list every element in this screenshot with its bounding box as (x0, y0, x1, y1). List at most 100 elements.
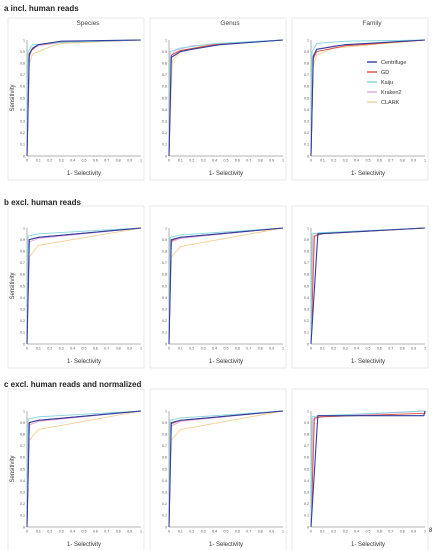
legend-item-kaiju: Kaiju (367, 80, 393, 86)
y-tick-label: 0.9 (162, 421, 167, 425)
x-tick-label: 0 (26, 159, 28, 163)
x-tick-label: 0.6 (93, 347, 98, 351)
x-tick-label: 0.9 (269, 159, 274, 163)
x-tick-label: 0.4 (212, 159, 217, 163)
y-tick-label: 0.1 (162, 143, 167, 147)
y-tick-label: 0 (307, 525, 309, 529)
y-tick-label: 0 (307, 342, 309, 346)
y-tick-label: 0.5 (20, 467, 25, 471)
y-tick-label: 0.4 (304, 479, 309, 483)
panel-frame (149, 388, 287, 550)
series-clark (26, 227, 142, 345)
x-tick-label: 0.8 (258, 159, 263, 163)
y-tick-label: 0.8 (20, 433, 25, 437)
y-tick-label: 0.2 (304, 131, 309, 135)
series-centrifuge (168, 39, 284, 157)
y-tick-label: 0.4 (20, 108, 25, 112)
series-clark (168, 227, 284, 345)
series-gd (310, 227, 426, 345)
x-tick-label: 0.5 (366, 159, 371, 163)
y-tick-label: 0.6 (162, 273, 167, 277)
panel-frame (291, 205, 429, 369)
x-tick-label: 1 (140, 530, 142, 534)
panel-frame (149, 205, 287, 369)
panel-3-3: 0 0.1 0.2 0.3 0.4 0.5 0.6 0.7 0.8 0.9 1 0 0.1 0.2 0.3 0… (291, 388, 429, 550)
y-tick-label: 1 (165, 409, 167, 413)
series-kaiju (310, 39, 426, 157)
series-kraken2 (310, 410, 426, 528)
y-tick-label: 0.1 (304, 514, 309, 518)
x-tick-label: 0 (310, 159, 312, 163)
y-tick-label: 0.1 (20, 514, 25, 518)
y-tick-label: 0.6 (304, 456, 309, 460)
series-gd (26, 39, 142, 157)
y-tick-label: 0.3 (162, 491, 167, 495)
y-tick-label: 0.7 (20, 444, 25, 448)
x-tick-label: 1 (140, 159, 142, 163)
x-tick-label: 0.6 (235, 530, 240, 534)
y-tick-label: 0.3 (304, 308, 309, 312)
y-tick-label: 0.3 (20, 308, 25, 312)
x-tick-label: 0.9 (127, 347, 132, 351)
x-tick-label: 0.5 (224, 159, 229, 163)
x-tick-label: 0.1 (36, 159, 41, 163)
y-tick-label: 0.4 (20, 479, 25, 483)
x-axis-title: 1- Selectivity (351, 359, 385, 365)
panel-1-2: Genus 0 0.1 0.2 0.3 0.4 0.5 0.6 0.7 0.8 0.9 1 0 0.1 0.… (149, 17, 287, 181)
x-tick-label: 0.8 (400, 159, 405, 163)
x-axis-title: 1- Selectivity (67, 359, 101, 365)
panel-3-1: 0 0.1 0.2 0.3 0.4 0.5 0.6 0.7 0.8 0.9 1 0 0.1 0.2 0.3 0… (7, 388, 145, 550)
x-tick-label: 0.2 (47, 347, 52, 351)
x-tick-label: 0.8 (116, 347, 121, 351)
x-tick-label: 0.5 (366, 530, 371, 534)
y-tick-label: 0.8 (20, 62, 25, 66)
series-kaiju (168, 227, 284, 345)
y-tick-label: 0.6 (20, 273, 25, 277)
x-tick-label: 0.6 (377, 159, 382, 163)
x-tick-label: 0.7 (246, 530, 251, 534)
panels-group: Species 0 0.1 0.2 0.3 0.4 0.5 0.6 0.7 0.8 0.9 1 0 0.1… (7, 17, 429, 550)
x-tick-label: 0.6 (93, 530, 98, 534)
x-tick-label: 0.6 (235, 347, 240, 351)
x-tick-label: 1 (424, 530, 426, 534)
y-tick-label: 0.4 (304, 108, 309, 112)
y-tick-label: 0.7 (162, 444, 167, 448)
x-tick-label: 0.2 (189, 159, 194, 163)
y-tick-label: 0.2 (20, 502, 25, 506)
x-tick-label: 0.9 (411, 530, 416, 534)
x-tick-label: 0.8 (116, 530, 121, 534)
y-tick-label: 0.8 (304, 433, 309, 437)
series-kaiju (168, 410, 284, 528)
series-clark (168, 39, 284, 157)
x-tick-label: 0.1 (320, 530, 325, 534)
legend-label: CLARK (381, 100, 400, 106)
panel-frame (291, 17, 429, 181)
x-axis-title: 1- Selectivity (209, 359, 243, 365)
x-tick-label: 0.2 (331, 347, 336, 351)
x-tick-label: 0.5 (224, 530, 229, 534)
x-tick-label: 0 (310, 347, 312, 351)
series-clark (310, 227, 426, 345)
x-tick-label: 0.9 (127, 530, 132, 534)
y-tick-label: 0.7 (20, 73, 25, 77)
x-tick-label: 0.5 (82, 347, 87, 351)
x-tick-label: 1 (282, 159, 284, 163)
series-kraken2 (26, 227, 142, 345)
x-tick-label: 1 (424, 347, 426, 351)
legend-item-kraken2: Kraken2 (367, 90, 402, 96)
x-axis-title: 1- Selectivity (351, 542, 385, 548)
legend-item-gd: GD (367, 70, 389, 76)
x-tick-label: 0.3 (59, 159, 64, 163)
legend-label: Kraken2 (381, 90, 402, 96)
y-tick-label: 1 (165, 226, 167, 230)
series-centrifuge (168, 227, 284, 345)
y-tick-label: 0.1 (20, 331, 25, 335)
x-tick-label: 0.8 (258, 530, 263, 534)
x-tick-label: 0.4 (354, 347, 359, 351)
y-tick-label: 0.4 (304, 296, 309, 300)
y-tick-label: 0 (23, 154, 25, 158)
x-tick-label: 0 (310, 530, 312, 534)
series-kaiju (168, 39, 284, 157)
x-axis-title: 1- Selectivity (351, 171, 385, 177)
panel-frame (7, 388, 145, 550)
